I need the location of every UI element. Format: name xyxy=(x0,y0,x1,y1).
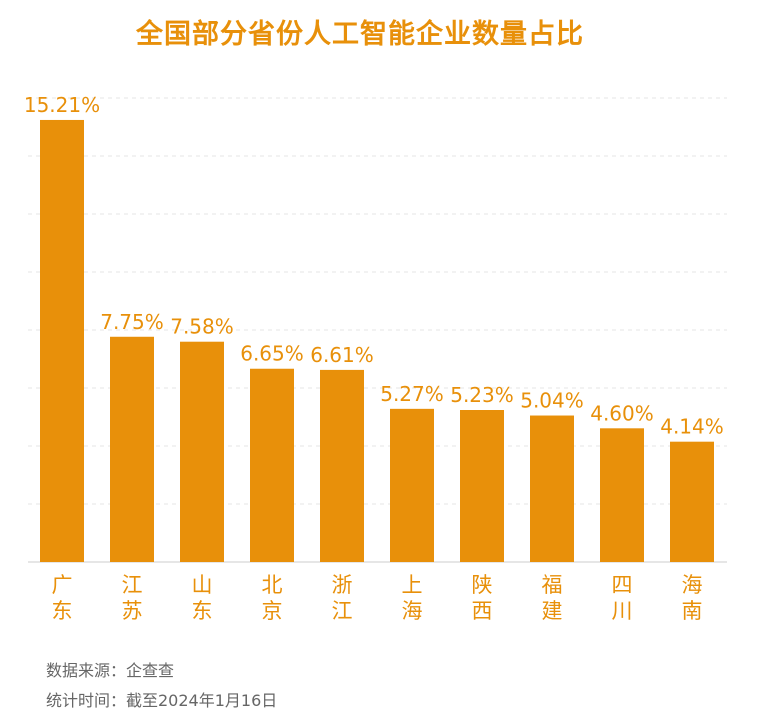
x-tick-label: 广东 xyxy=(52,573,73,623)
data-label: 6.65% xyxy=(240,342,304,366)
bar-chart: 15.21% 7.75% 7.58%6.65% 6.61%5.27% 5.23% 5.04… xyxy=(24,93,727,623)
bar-浙江 xyxy=(320,369,364,562)
data-label: 7.58% xyxy=(170,315,234,339)
data-label: 5.27% xyxy=(380,382,444,406)
bar-江苏 xyxy=(110,336,154,562)
bar-上海 xyxy=(390,408,434,562)
x-tick-label: 陕西 xyxy=(472,573,493,623)
x-tick-label: 福建 xyxy=(542,573,563,623)
time-note: 统计时间：截至2024年1月16日 xyxy=(46,691,278,710)
data-label: 5.23% xyxy=(450,383,514,407)
data-label: 4.14% xyxy=(660,415,724,439)
x-tick-label: 海南 xyxy=(682,573,703,623)
data-label: 5.04% xyxy=(520,389,584,413)
x-tick-label: 江苏 xyxy=(122,573,143,623)
bar-福建 xyxy=(530,415,574,562)
chart-title: 全国部分省份人工智能企业数量占比 xyxy=(136,19,584,50)
bars xyxy=(40,119,714,562)
x-tick-label: 浙江 xyxy=(332,573,353,623)
x-tick-label: 四川 xyxy=(612,573,633,623)
data-label: 6.61% xyxy=(310,343,374,367)
bar-陕西 xyxy=(460,410,504,562)
data-labels: 15.21% 7.75% 7.58%6.65% 6.61%5.27% 5.23% 5.04… xyxy=(24,93,724,439)
data-label: 15.21% xyxy=(24,93,100,117)
x-tick-label: 上海 xyxy=(402,573,423,623)
bar-海南 xyxy=(670,441,714,562)
x-tick-label: 山东 xyxy=(192,573,213,623)
data-label: 7.75% xyxy=(100,310,164,334)
source-note: 数据来源：企查查 xyxy=(46,661,175,680)
x-tick-label: 北京 xyxy=(262,573,283,623)
bar-广东 xyxy=(40,119,84,562)
bar-四川 xyxy=(600,428,644,562)
data-label: 4.60% xyxy=(590,401,654,425)
bar-山东 xyxy=(180,341,224,562)
bar-北京 xyxy=(250,368,294,562)
